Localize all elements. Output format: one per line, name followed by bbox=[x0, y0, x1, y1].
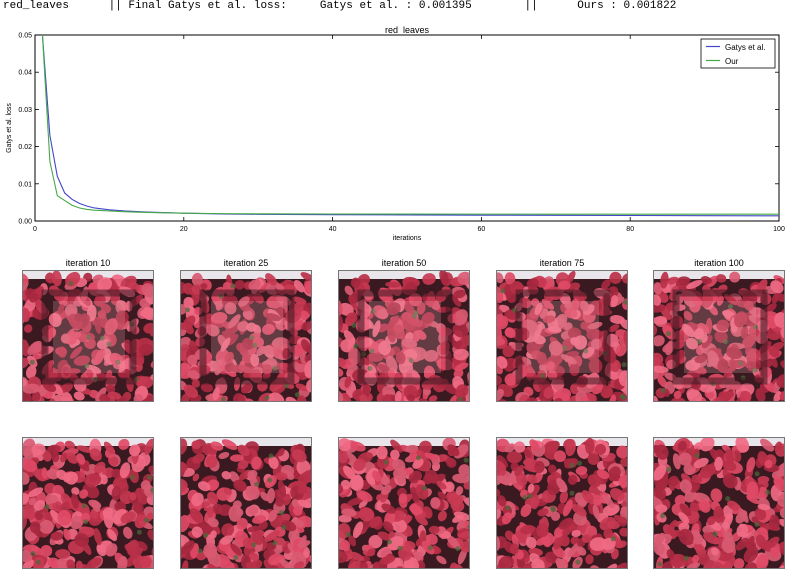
y-tick-label: 0.04 bbox=[18, 70, 32, 77]
texture-tile-ours bbox=[496, 437, 628, 569]
texture-tile-gatys bbox=[22, 270, 154, 402]
plot-area bbox=[34, 34, 780, 222]
x-tick-label: 100 bbox=[773, 226, 785, 233]
x-tick-label: 60 bbox=[478, 226, 486, 233]
iteration-caption: iteration 50 bbox=[381, 258, 427, 268]
legend-label-our: Our bbox=[725, 57, 739, 66]
chart-title: red_leaves bbox=[385, 25, 430, 35]
iteration-caption: iteration 75 bbox=[539, 258, 585, 268]
x-tick-label: 0 bbox=[33, 226, 37, 233]
iteration-caption: iteration 25 bbox=[223, 258, 269, 268]
legend-label-gatys: Gatys et al. bbox=[725, 43, 765, 52]
y-axis-label: Gatys et al. loss bbox=[6, 103, 13, 153]
x-axis-label: iterations bbox=[393, 235, 422, 242]
texture-tile-gatys bbox=[653, 270, 785, 402]
texture-tile-ours bbox=[338, 437, 470, 569]
iteration-caption: iteration 10 bbox=[65, 258, 111, 268]
y-tick-label: 0.01 bbox=[18, 181, 32, 188]
axis-ticks: 0 20 40 60 80 100 0.00 0.01 0.02 0.03 0.04 0.05 bbox=[18, 33, 785, 234]
texture-tile-gatys bbox=[496, 270, 628, 402]
texture-tile-ours bbox=[180, 437, 312, 569]
legend: Gatys et al. Our bbox=[700, 38, 776, 69]
header-title-line: red_leaves || Final Gatys et al. loss: G… bbox=[3, 0, 677, 12]
y-tick-label: 0.03 bbox=[18, 107, 32, 114]
texture-tile-gatys bbox=[180, 270, 312, 402]
legend-box bbox=[700, 38, 776, 69]
texture-tile-ours bbox=[22, 437, 154, 569]
loss-chart: red_leaves 0 20 40 60 80 1000.000.010.020.030… bbox=[6, 25, 785, 242]
iteration-caption: iteration 100 bbox=[694, 258, 744, 268]
x-tick-label: 80 bbox=[626, 226, 634, 233]
texture-tile-gatys bbox=[338, 270, 470, 402]
y-tick-label: 0.00 bbox=[18, 219, 32, 226]
series-lines bbox=[41, 34, 780, 217]
y-tick-label: 0.05 bbox=[18, 33, 32, 40]
series-line-our bbox=[41, 34, 780, 215]
texture-tile-ours bbox=[653, 437, 785, 569]
x-tick-label: 20 bbox=[180, 226, 188, 233]
y-tick-label: 0.02 bbox=[18, 144, 32, 151]
x-tick-label: 40 bbox=[329, 226, 337, 233]
